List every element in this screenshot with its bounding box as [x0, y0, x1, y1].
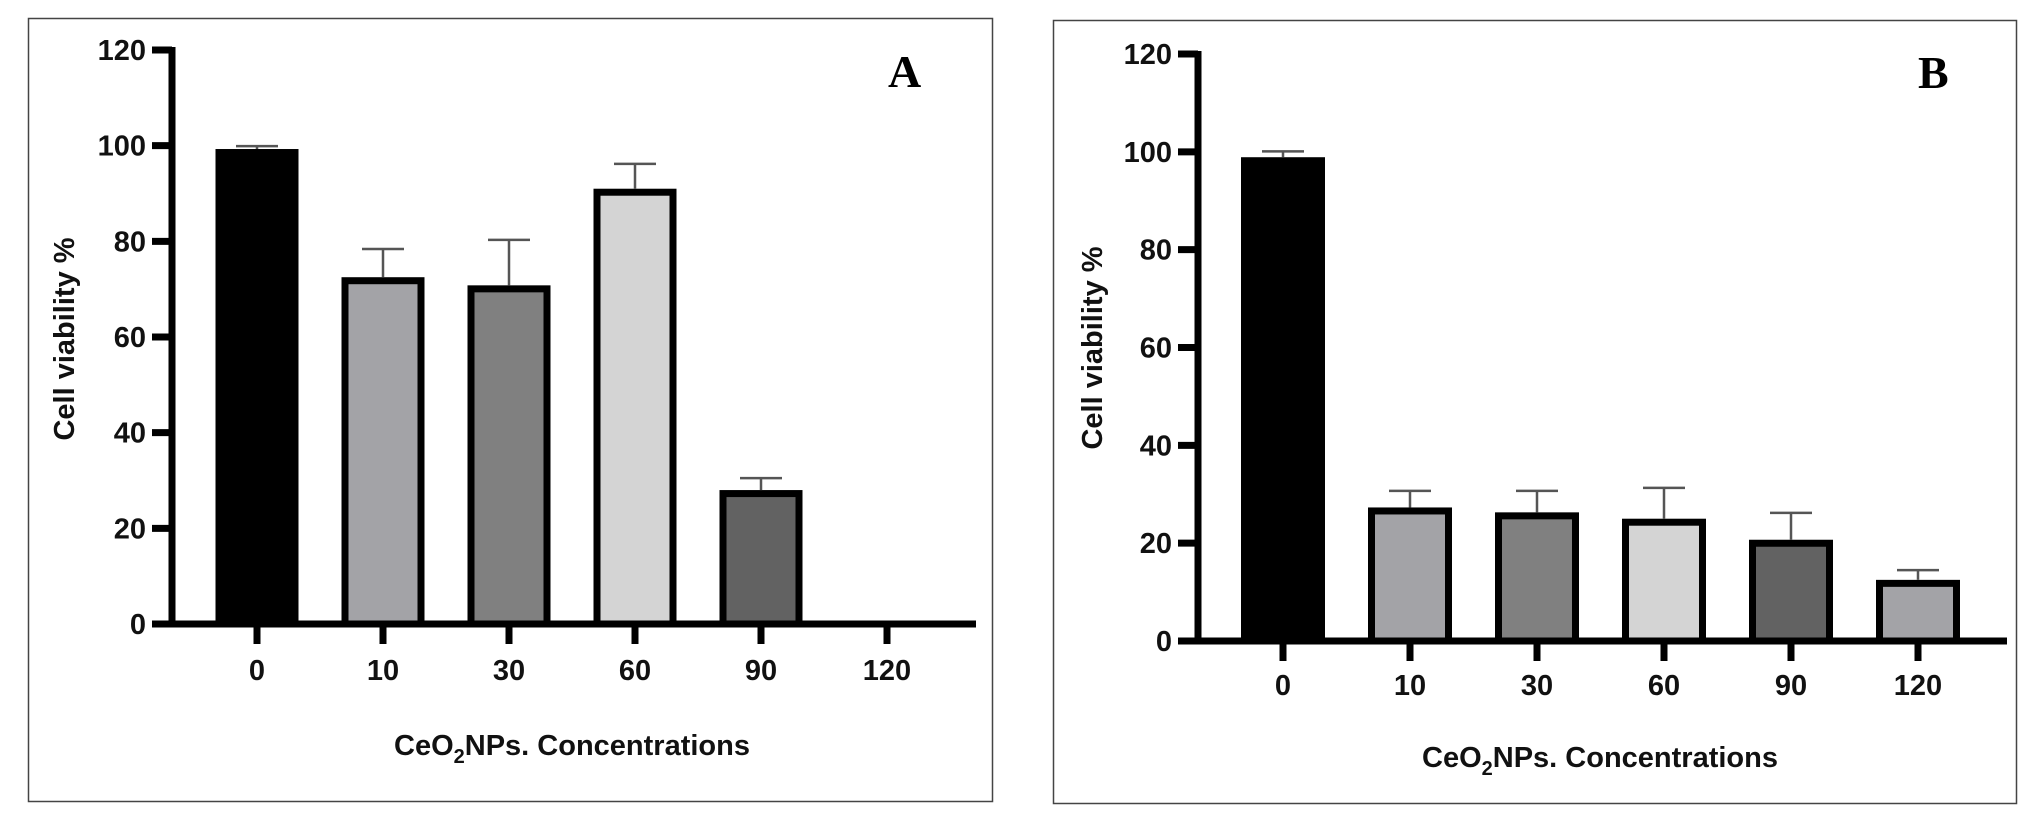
y-tick-label: 0 [130, 609, 146, 641]
bar-10 [341, 277, 425, 628]
x-axis-title-sub: 2 [454, 746, 465, 768]
panel-b-frame [1052, 19, 2018, 805]
x-tick-label: 120 [863, 655, 911, 687]
bar-30 [1495, 512, 1579, 645]
x-tick-label: 120 [1894, 670, 1942, 702]
error-bars [1262, 150, 1939, 580]
y-tick-label: 40 [114, 418, 146, 450]
bar-120 [1876, 579, 1960, 645]
y-tick-label: 20 [1140, 528, 1172, 560]
bar-60 [1622, 518, 1706, 645]
x-tick-label: 90 [1775, 670, 1807, 702]
y-tick-label: 120 [1124, 39, 1172, 71]
x-tick-label: 0 [1275, 670, 1291, 702]
bar-90 [1749, 539, 1833, 645]
x-tick-label: 0 [249, 655, 265, 687]
y-axis-ticks: 0 20 40 60 80 100 120 [1124, 39, 1198, 658]
y-tick-label: 20 [114, 513, 146, 545]
panel-label: A [888, 46, 921, 97]
bar-0 [1241, 157, 1325, 641]
x-axis-title-pre: CeO [394, 730, 454, 762]
x-tick-label: 60 [619, 655, 651, 687]
bars [1241, 157, 1960, 645]
x-tick-label: 60 [1648, 670, 1680, 702]
bars [215, 149, 803, 628]
x-axis-title: CeO2NPs. Concentrations [1422, 742, 1778, 780]
y-tick-label: 80 [1140, 235, 1172, 267]
y-tick-label: 60 [114, 322, 146, 354]
panel-a: 0 20 40 60 80 100 120 0 10 30 60 90 120 A Cell viab… [27, 17, 994, 803]
y-tick-label: 80 [114, 226, 146, 258]
y-tick-label: 120 [98, 35, 146, 67]
bar-30 [467, 285, 551, 628]
y-axis-title: Cell viability % [49, 237, 81, 440]
x-tick-label: 30 [493, 655, 525, 687]
y-tick-label: 0 [1156, 626, 1172, 658]
panel-label: B [1918, 47, 1949, 98]
x-axis-title-pre: CeO [1422, 742, 1482, 774]
x-axis-title: CeO2NPs. Concentrations [394, 730, 750, 768]
bar-60 [593, 188, 677, 628]
x-axis-title-post: NPs. Concentrations [1493, 742, 1778, 774]
y-tick-label: 100 [1124, 137, 1172, 169]
x-tick-label: 30 [1521, 670, 1553, 702]
y-axis-title: Cell viability % [1077, 246, 1109, 449]
panel-b: 0 20 40 60 80 100 120 0 10 30 60 90 120 B Cell viab… [1052, 19, 2018, 805]
x-axis-title-sub: 2 [1482, 758, 1493, 780]
y-tick-label: 60 [1140, 333, 1172, 365]
bar-90 [719, 490, 803, 628]
bar-0 [215, 149, 299, 624]
x-axis-title-post: NPs. Concentrations [465, 730, 750, 762]
x-tick-label: 10 [367, 655, 399, 687]
x-tick-label: 90 [745, 655, 777, 687]
y-tick-label: 100 [98, 131, 146, 163]
error-bars [236, 144, 782, 491]
y-tick-label: 40 [1140, 430, 1172, 462]
bar-10 [1368, 507, 1452, 645]
x-tick-label: 10 [1394, 670, 1426, 702]
